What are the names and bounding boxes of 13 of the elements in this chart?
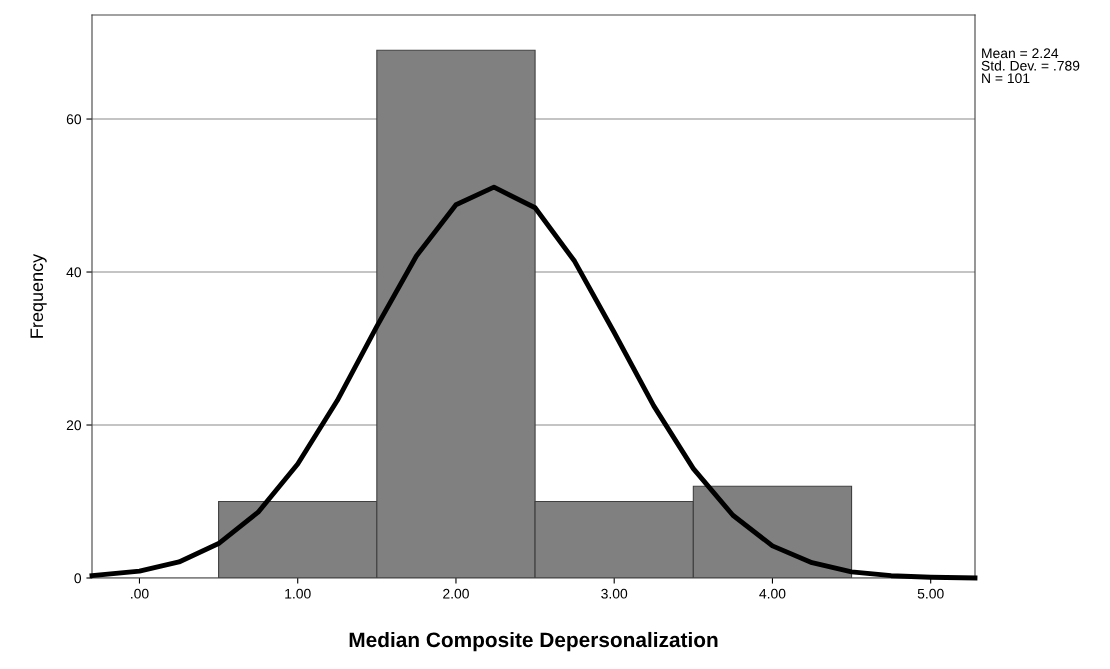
x-tick-label: 3.00 <box>601 588 628 599</box>
x-tick-label: .00 <box>131 588 149 599</box>
y-tick-label: 20 <box>66 420 82 431</box>
x-tick-label: 5.00 <box>917 588 944 599</box>
y-axis-title: Frequency <box>30 253 47 338</box>
x-axis-title: Median Composite Depersonalization <box>349 631 718 652</box>
text: Mean = 2.24 Std. Dev. = .789 N = 101 <box>981 48 1080 84</box>
y-tick-label: 40 <box>66 267 82 278</box>
y-tick-label: 0 <box>74 573 82 584</box>
y-tick-label: 60 <box>66 114 82 125</box>
x-tick-label: 2.00 <box>443 588 469 599</box>
x-tick-label: 1.00 <box>285 588 311 599</box>
x-tick-label: 4.00 <box>759 588 786 599</box>
